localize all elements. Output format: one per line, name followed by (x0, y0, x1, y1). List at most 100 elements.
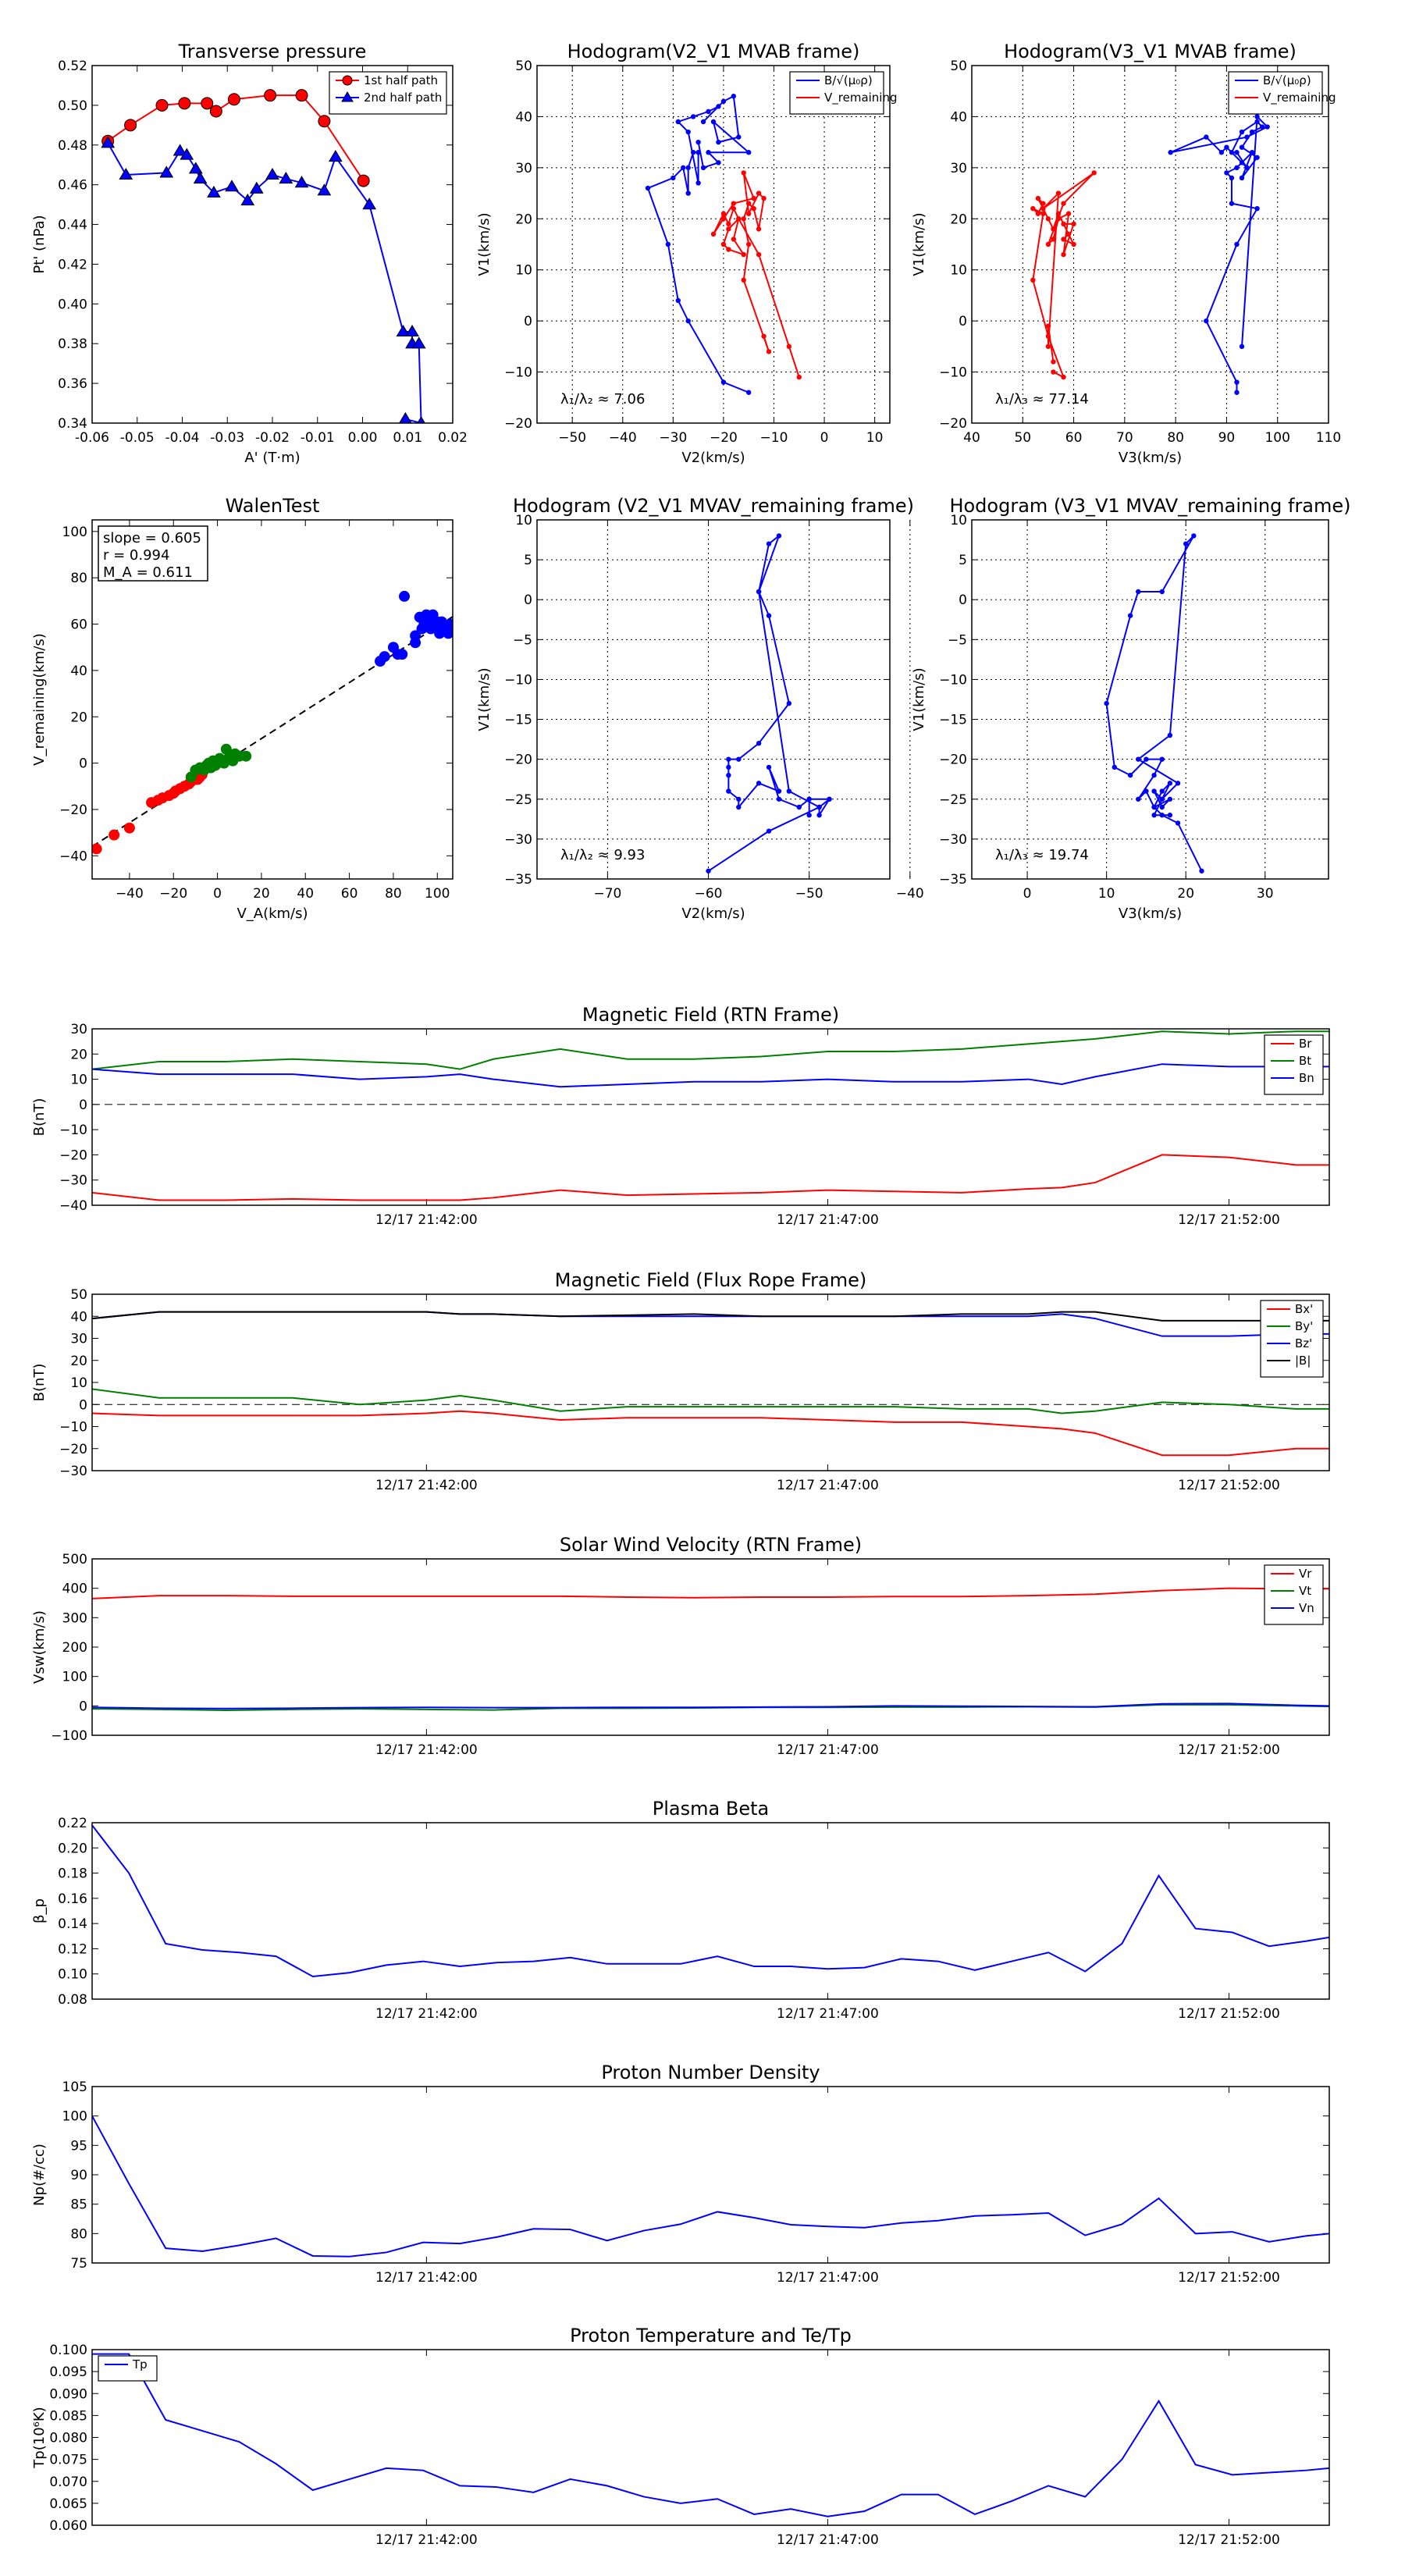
plot-area (92, 590, 453, 855)
x-tick-label: 12/17 21:42:00 (375, 2270, 478, 2286)
data-point (317, 183, 332, 196)
data-point (173, 144, 187, 156)
data-point (1104, 700, 1109, 706)
ratio-annotation: λ₁/λ₂ ≈ 7.06 (560, 391, 645, 407)
data-point (766, 764, 772, 770)
y-tick-label: 50 (70, 1287, 87, 1303)
data-point (123, 822, 135, 834)
data-point (318, 115, 331, 128)
plot-area (706, 533, 832, 873)
series-red (92, 769, 208, 855)
series-b- (1168, 114, 1270, 395)
chart-h4: Hodogram (V3_V1 MVAV_remaining frame) −35… (911, 495, 1351, 922)
y-tick-label: −10 (59, 1420, 87, 1436)
data-point (695, 150, 701, 155)
series-blue (375, 590, 453, 667)
series-line (1105, 535, 1203, 872)
x-tick-label: −10 (760, 430, 788, 446)
series-beta (92, 1824, 1329, 1977)
legend-box (1228, 71, 1323, 115)
y-tick-label: 10 (515, 513, 532, 528)
series-line (92, 1311, 1329, 1322)
plot-area (101, 89, 426, 423)
y-tick-label: −25 (939, 792, 967, 808)
x-tick-label: 110 (1316, 430, 1341, 446)
data-point (295, 89, 308, 102)
x-tick-label: 12/17 21:42:00 (375, 1742, 478, 1758)
data-point (397, 649, 408, 660)
series-line (92, 1311, 1329, 1337)
data-point (685, 318, 691, 324)
data-point (1234, 390, 1240, 395)
plot-frame (91, 2086, 1330, 2264)
y-tick-label: 0 (79, 756, 87, 772)
data-point (827, 796, 832, 802)
data-point (1051, 359, 1056, 365)
y-tick-label: 20 (70, 710, 87, 725)
x-tick-label: −40 (116, 886, 144, 902)
x-tick-label: 20 (1177, 886, 1194, 902)
series-line (713, 173, 800, 378)
stats-line: slope = 0.605 (103, 530, 201, 546)
series-line (92, 1824, 1329, 1977)
legend-label: |B| (1295, 1354, 1311, 1368)
series-bz- (92, 1311, 1329, 1337)
data-point (1167, 796, 1173, 802)
y-tick-label: −20 (59, 1442, 87, 1457)
data-point (681, 165, 686, 171)
data-point (1254, 155, 1260, 160)
legend: B/√(μ₀ρ) V_remaining (789, 71, 898, 115)
data-point (1040, 206, 1046, 212)
y-tick-label: −30 (504, 832, 532, 848)
x-tick-label: 100 (1264, 430, 1289, 446)
x-axis-label: V3(km/s) (1119, 450, 1182, 466)
data-point (1045, 333, 1051, 339)
data-point (706, 109, 711, 115)
y-tick-label: 5 (959, 553, 967, 568)
legend-box (1264, 1564, 1324, 1625)
chart-title: Proton Temperature and Te/Tp (570, 2325, 852, 2347)
data-point (227, 93, 240, 106)
data-point (1191, 533, 1197, 539)
data-point (159, 165, 174, 178)
x-tick-label: 12/17 21:47:00 (777, 2270, 879, 2286)
data-point (741, 216, 746, 222)
y-axis-label: Pt' (nPa) (31, 215, 48, 273)
data-point (1234, 379, 1240, 385)
y-tick-label: 0.50 (58, 98, 87, 114)
y-tick-label: 500 (62, 1552, 87, 1567)
legend: Br Bt Bn (1264, 1034, 1324, 1095)
legend-label: 2nd half path (364, 91, 442, 105)
series-line (92, 2353, 1329, 2517)
data-point (720, 216, 727, 222)
series-tp (92, 2353, 1329, 2517)
data-point (756, 226, 762, 232)
legend-label: Bn (1299, 1071, 1314, 1085)
y-tick-label: −35 (939, 872, 967, 888)
series-vn (92, 1703, 1329, 1710)
series-line (92, 1410, 1329, 1457)
y-tick-label: 0.38 (58, 336, 87, 352)
data-point (1159, 796, 1165, 802)
y-tick-label: −30 (59, 1173, 87, 1189)
data-point (410, 637, 422, 649)
x-axis-label: A' (T·m) (244, 450, 300, 466)
data-point (1159, 589, 1165, 595)
data-point (806, 796, 812, 802)
y-tick-label: 0.36 (58, 376, 87, 392)
data-point (746, 390, 752, 395)
data-point (716, 104, 721, 109)
y-tick-label: 95 (70, 2138, 87, 2154)
data-point (1151, 772, 1157, 778)
data-point (726, 756, 731, 762)
data-point (695, 139, 701, 145)
chart-title: Hodogram(V3_V1 MVAB frame) (1004, 41, 1297, 62)
data-point (746, 241, 752, 247)
data-point (816, 804, 822, 810)
x-tick-label: -0.03 (210, 430, 244, 446)
series-vr (92, 1587, 1329, 1599)
data-point (1204, 134, 1209, 140)
y-tick-label: −20 (59, 802, 87, 818)
y-tick-label: −20 (939, 753, 967, 768)
y-tick-label: 10 (70, 1073, 87, 1088)
